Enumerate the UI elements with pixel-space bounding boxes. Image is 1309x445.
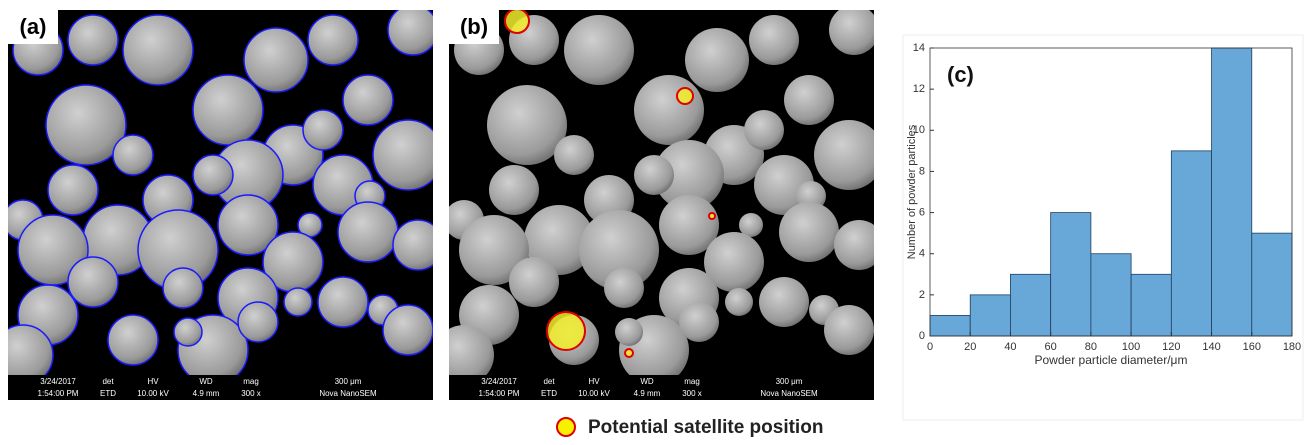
particle xyxy=(679,302,719,342)
info-text: ETD xyxy=(100,389,116,398)
particle xyxy=(634,155,674,195)
particle xyxy=(725,288,753,316)
panel-label: (b) xyxy=(460,14,488,39)
bar xyxy=(1171,151,1211,336)
particle xyxy=(824,305,874,355)
legend-marker xyxy=(557,418,575,436)
bar xyxy=(1010,274,1050,336)
x-tick-label: 160 xyxy=(1243,341,1261,353)
info-text: 300 x xyxy=(682,389,702,398)
info-text: 3/24/2017 xyxy=(481,377,517,386)
bar xyxy=(1252,233,1292,336)
y-tick-label: 12 xyxy=(913,83,925,95)
bar xyxy=(930,315,970,336)
legend-text: Potential satellite position xyxy=(588,417,823,438)
info-text: Nova NanoSEM xyxy=(760,389,818,398)
bar xyxy=(1131,274,1171,336)
y-tick-label: 0 xyxy=(919,330,925,342)
info-text: det xyxy=(102,377,114,386)
info-text: 1:54:00 PM xyxy=(479,389,520,398)
info-text: ETD xyxy=(541,389,557,398)
info-text: 300 μm xyxy=(335,377,362,386)
info-text: mag xyxy=(684,377,700,386)
particle xyxy=(615,318,643,346)
satellite-marker xyxy=(625,349,633,357)
x-tick-label: 0 xyxy=(927,341,933,353)
info-text: HV xyxy=(588,377,600,386)
y-tick-label: 14 xyxy=(913,42,925,54)
info-text: 300 μm xyxy=(776,377,803,386)
bar xyxy=(1212,48,1252,336)
particle xyxy=(814,120,884,190)
satellite-marker xyxy=(505,9,529,33)
particle xyxy=(779,202,839,262)
x-tick-label: 20 xyxy=(964,341,976,353)
x-tick-label: 140 xyxy=(1202,341,1220,353)
info-text: Nova NanoSEM xyxy=(319,389,377,398)
particle xyxy=(604,268,644,308)
particle xyxy=(749,15,799,65)
info-text: 1:54:00 PM xyxy=(38,389,79,398)
panel-label: (a) xyxy=(20,14,47,39)
x-tick-label: 80 xyxy=(1085,341,1097,353)
satellite-marker xyxy=(709,213,715,219)
bar xyxy=(970,295,1010,336)
particle xyxy=(784,75,834,125)
info-text: 4.9 mm xyxy=(634,389,661,398)
particle xyxy=(634,75,704,145)
particle xyxy=(554,135,594,175)
info-text: HV xyxy=(147,377,159,386)
particle xyxy=(509,257,559,307)
bar xyxy=(1091,254,1131,336)
y-tick-label: 6 xyxy=(919,206,925,218)
bar xyxy=(1051,213,1091,336)
x-tick-label: 180 xyxy=(1283,341,1301,353)
info-text: det xyxy=(543,377,555,386)
y-tick-label: 2 xyxy=(919,289,925,301)
particle xyxy=(829,5,879,55)
info-text: 4.9 mm xyxy=(193,389,220,398)
satellite-marker xyxy=(547,312,585,350)
x-tick-label: 100 xyxy=(1122,341,1140,353)
particle xyxy=(564,15,634,85)
satellite-marker xyxy=(677,88,693,104)
y-axis-label: Number of powder particles xyxy=(906,124,918,259)
info-text: 3/24/2017 xyxy=(40,377,76,386)
x-tick-label: 40 xyxy=(1004,341,1016,353)
y-tick-label: 8 xyxy=(919,165,925,177)
info-text: 10.00 kV xyxy=(578,389,610,398)
info-text: mag xyxy=(243,377,259,386)
particle xyxy=(744,110,784,150)
particle xyxy=(834,220,884,270)
info-text: WD xyxy=(199,377,213,386)
x-tick-label: 120 xyxy=(1162,341,1180,353)
chart-label: (c) xyxy=(947,62,974,87)
info-text: 10.00 kV xyxy=(137,389,169,398)
x-axis-label: Powder particle diameter/μm xyxy=(1035,353,1188,367)
particle xyxy=(489,165,539,215)
x-tick-label: 60 xyxy=(1045,341,1057,353)
particle xyxy=(685,28,749,92)
info-text: WD xyxy=(640,377,654,386)
particle xyxy=(759,277,809,327)
figure: 3/24/2017 1:54:00 PM det ETD HV 10.00 kV WD 4.9… xyxy=(0,0,1309,440)
info-text: 300 x xyxy=(241,389,261,398)
y-tick-label: 4 xyxy=(919,248,925,260)
